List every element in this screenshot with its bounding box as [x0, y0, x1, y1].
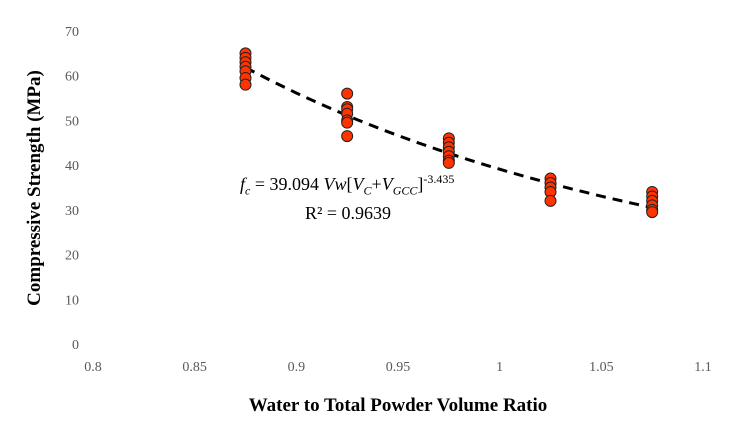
- y-tick-label: 30: [65, 204, 79, 219]
- data-point: [341, 87, 354, 100]
- data-point: [239, 78, 252, 91]
- y-tick-label: 20: [65, 249, 79, 264]
- y-tick-label: 50: [65, 114, 79, 129]
- trendline-equation: fc = 39.094 Vw[VC+VGCC]-3.435: [240, 172, 455, 198]
- x-tick-label: 1: [496, 360, 503, 375]
- data-point: [442, 156, 455, 169]
- y-tick-label: 70: [65, 25, 79, 40]
- data-point: [341, 116, 354, 129]
- x-tick-label: 0.95: [386, 360, 411, 375]
- data-point: [544, 194, 557, 207]
- r-squared-label: R² = 0.9639: [305, 203, 392, 223]
- x-tick-label: 1.05: [589, 360, 614, 375]
- y-tick-label: 0: [72, 338, 79, 353]
- x-tick-label: 0.9: [288, 360, 306, 375]
- data-point: [341, 130, 354, 143]
- trendline: [244, 66, 653, 210]
- x-tick-label: 0.85: [182, 360, 207, 375]
- y-tick-label: 40: [65, 159, 79, 174]
- data-point: [646, 206, 659, 219]
- x-axis-title: Water to Total Powder Volume Ratio: [249, 395, 548, 416]
- x-tick-label: 1.1: [694, 360, 712, 375]
- y-tick-label: 10: [65, 293, 79, 308]
- y-axis-title: Compressive Strength (MPa): [24, 70, 45, 306]
- y-tick-label: 60: [65, 70, 79, 85]
- x-tick-label: 0.8: [84, 360, 102, 375]
